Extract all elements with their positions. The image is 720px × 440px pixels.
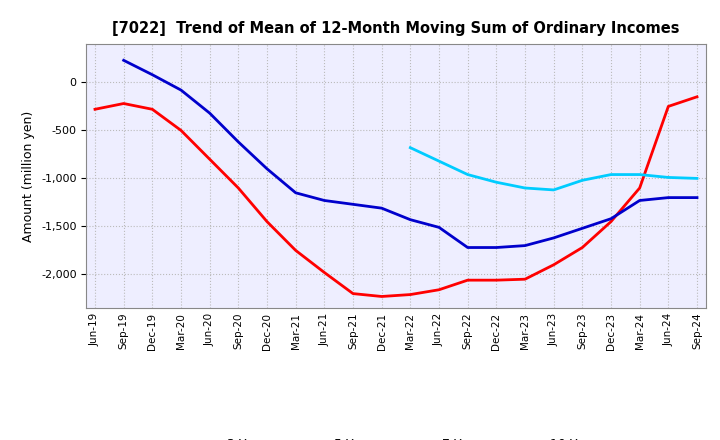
3 Years [406, 292, 415, 297]
7 Years [607, 172, 616, 177]
Y-axis label: Amount (million yen): Amount (million yen) [22, 110, 35, 242]
5 Years [406, 217, 415, 222]
5 Years [521, 243, 529, 248]
3 Years [549, 262, 558, 268]
3 Years [693, 94, 701, 99]
3 Years [91, 106, 99, 112]
3 Years [348, 291, 357, 296]
7 Years [664, 175, 672, 180]
7 Years [549, 187, 558, 193]
3 Years [492, 278, 500, 283]
5 Years [464, 245, 472, 250]
5 Years [492, 245, 500, 250]
Line: 3 Years: 3 Years [95, 97, 697, 297]
Line: 7 Years: 7 Years [410, 148, 697, 190]
5 Years [664, 195, 672, 200]
7 Years [578, 178, 587, 183]
3 Years [320, 270, 328, 275]
3 Years [377, 294, 386, 299]
7 Years [492, 180, 500, 185]
3 Years [664, 104, 672, 109]
5 Years [635, 198, 644, 203]
Title: [7022]  Trend of Mean of 12-Month Moving Sum of Ordinary Incomes: [7022] Trend of Mean of 12-Month Moving … [112, 21, 680, 36]
3 Years [521, 277, 529, 282]
3 Years [464, 278, 472, 283]
7 Years [406, 145, 415, 150]
3 Years [176, 128, 185, 133]
5 Years [263, 166, 271, 172]
7 Years [635, 172, 644, 177]
Line: 5 Years: 5 Years [124, 60, 697, 248]
3 Years [292, 248, 300, 253]
7 Years [435, 158, 444, 164]
5 Years [205, 110, 214, 116]
5 Years [607, 216, 616, 221]
7 Years [521, 185, 529, 191]
3 Years [120, 101, 128, 106]
3 Years [263, 219, 271, 224]
3 Years [205, 157, 214, 162]
5 Years [120, 58, 128, 63]
5 Years [320, 198, 328, 203]
7 Years [693, 176, 701, 181]
5 Years [292, 190, 300, 195]
5 Years [693, 195, 701, 200]
5 Years [377, 205, 386, 211]
5 Years [148, 72, 157, 77]
3 Years [148, 106, 157, 112]
7 Years [464, 172, 472, 177]
3 Years [435, 287, 444, 293]
5 Years [176, 88, 185, 93]
5 Years [348, 202, 357, 207]
5 Years [234, 139, 243, 145]
5 Years [549, 235, 558, 241]
5 Years [578, 226, 587, 231]
3 Years [578, 245, 587, 250]
3 Years [234, 185, 243, 191]
3 Years [607, 219, 616, 224]
5 Years [435, 225, 444, 230]
Legend: 3 Years, 5 Years, 7 Years, 10 Years: 3 Years, 5 Years, 7 Years, 10 Years [184, 433, 608, 440]
3 Years [635, 185, 644, 191]
